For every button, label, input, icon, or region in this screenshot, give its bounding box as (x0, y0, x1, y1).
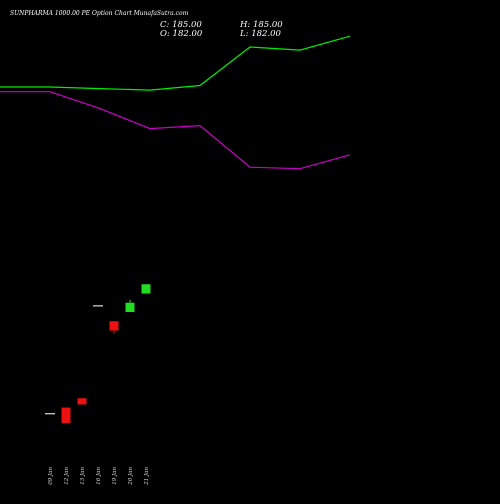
candle-body (125, 302, 135, 313)
candle-20-jan (125, 299, 135, 313)
series-group (0, 35, 351, 170)
x-tick-label: 19 Jan (112, 467, 118, 485)
x-tick-label: 12 Jan (64, 467, 70, 485)
series-line-1 (0, 35, 351, 91)
high-value: H: 185.00 (240, 20, 283, 30)
x-tick-label: 20 Jan (128, 467, 134, 486)
candle-body (141, 284, 151, 294)
candle-19-jan (109, 321, 119, 334)
candle-21-jan (141, 284, 151, 294)
candle-body (77, 398, 87, 405)
candle-body (109, 321, 119, 331)
candles-group (45, 284, 151, 423)
candle-12-jan (61, 407, 71, 423)
series-line-2 (0, 91, 351, 170)
chart-title: SUNPHARMA 1000.00 PE Option Chart Munafa… (10, 10, 189, 17)
x-tick-label: 13 Jan (80, 467, 86, 485)
x-tick-label: 16 Jan (96, 467, 102, 485)
low-value: L: 182.00 (240, 29, 281, 39)
open-value: O: 182.00 (160, 29, 203, 39)
x-ticks-group: 09 Jan 12 Jan 13 Jan 16 Jan 19 Jan 20 Jan 21 J… (48, 467, 150, 486)
close-value: C: 185.00 (160, 20, 202, 30)
x-tick-label: 21 Jan (144, 467, 150, 486)
x-tick-label: 09 Jan (48, 467, 54, 485)
candle-13-jan (77, 398, 87, 405)
candle-body (61, 407, 71, 423)
